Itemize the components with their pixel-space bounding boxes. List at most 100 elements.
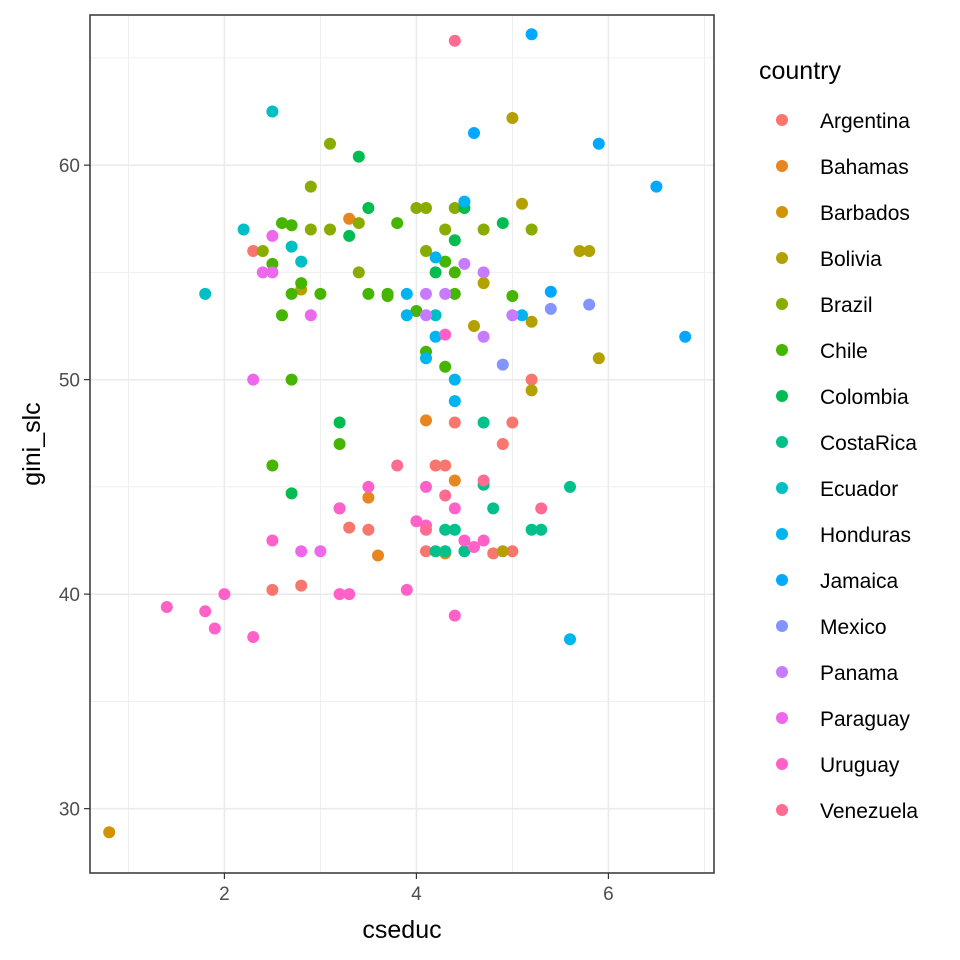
data-point	[256, 244, 269, 257]
data-point	[285, 373, 298, 386]
data-point	[477, 223, 490, 236]
data-point	[525, 28, 538, 41]
data-point	[506, 545, 519, 558]
data-point	[544, 302, 557, 315]
legend-key	[776, 206, 788, 218]
data-point	[506, 416, 519, 429]
axis-ticks: 2 4 6 30 40 50 60	[59, 156, 614, 905]
data-point	[458, 257, 471, 270]
legend-key	[776, 436, 788, 448]
data-point	[304, 309, 317, 322]
data-point	[487, 502, 500, 515]
data-point	[295, 255, 308, 268]
data-point	[525, 384, 538, 397]
data-point	[333, 502, 346, 515]
data-point	[247, 373, 260, 386]
plot-background	[90, 15, 714, 873]
x-tick-label: 4	[411, 884, 422, 905]
data-point	[276, 309, 288, 322]
data-point	[333, 416, 346, 429]
data-point	[679, 330, 692, 343]
data-point	[448, 474, 461, 487]
data-point	[496, 358, 509, 371]
data-point	[429, 459, 442, 472]
data-point	[343, 212, 356, 225]
legend-key	[776, 252, 788, 264]
y-axis-title: gini_slc	[18, 402, 46, 485]
data-point	[420, 414, 432, 427]
legend-label: Venezuela	[820, 800, 918, 823]
data-point	[448, 34, 461, 47]
data-point	[439, 255, 452, 268]
legend-label: Argentina	[820, 110, 910, 133]
data-point	[247, 631, 260, 644]
data-point	[429, 251, 442, 264]
plot-border	[89, 14, 715, 874]
data-point	[525, 315, 538, 328]
data-point	[448, 287, 461, 300]
legend-key	[776, 574, 788, 586]
data-point	[448, 202, 461, 215]
legend-key	[776, 298, 788, 310]
data-point	[477, 330, 490, 343]
data-point	[266, 105, 279, 118]
y-tick-label: 40	[59, 585, 80, 606]
data-point	[420, 287, 432, 300]
data-point	[516, 197, 528, 210]
data-point	[285, 287, 298, 300]
data-point	[420, 523, 432, 536]
y-tick-label: 60	[59, 156, 80, 177]
data-point	[448, 523, 461, 536]
data-point	[420, 202, 432, 215]
data-point	[391, 459, 404, 472]
legend-label: Panama	[820, 662, 899, 685]
legend-label: Honduras	[820, 524, 911, 547]
legend-label: Bahamas	[820, 156, 909, 179]
data-point	[564, 480, 576, 493]
legend-label: Ecuador	[820, 478, 898, 501]
data-point	[381, 287, 394, 300]
data-point	[266, 266, 279, 279]
legend-label: Uruguay	[820, 754, 900, 777]
legend-key	[776, 344, 788, 356]
data-point	[496, 217, 509, 230]
data-point	[487, 547, 500, 560]
data-point	[372, 549, 384, 562]
data-point	[448, 502, 461, 515]
data-point	[429, 330, 442, 343]
legend-label: Paraguay	[820, 708, 910, 731]
data-point	[477, 266, 490, 279]
data-point	[525, 373, 538, 386]
data-point	[448, 395, 461, 408]
data-point	[477, 474, 490, 487]
grid-lines	[90, 15, 714, 873]
data-point	[439, 287, 452, 300]
data-point	[535, 502, 548, 515]
data-point	[295, 579, 308, 592]
x-tick-label: 6	[603, 884, 614, 905]
data-point	[429, 266, 442, 279]
data-point	[314, 545, 327, 558]
data-point	[506, 309, 519, 322]
x-axis-title: cseduc	[362, 916, 441, 944]
data-point	[458, 534, 471, 547]
data-point	[448, 373, 461, 386]
data-point	[410, 305, 423, 318]
data-point	[266, 534, 279, 547]
data-point	[362, 480, 375, 493]
data-point	[295, 277, 308, 290]
data-point	[592, 352, 605, 365]
data-point	[420, 244, 432, 257]
data-point	[256, 266, 269, 279]
legend-key	[776, 712, 788, 724]
legend-key	[776, 482, 788, 494]
data-point	[448, 416, 461, 429]
data-point	[247, 244, 260, 257]
data-point	[352, 217, 365, 230]
data-point	[391, 217, 404, 230]
data-point	[199, 605, 212, 618]
legend-label: Bolivia	[820, 248, 882, 271]
data-point	[285, 487, 298, 500]
data-point	[650, 180, 663, 193]
data-point	[266, 257, 279, 270]
